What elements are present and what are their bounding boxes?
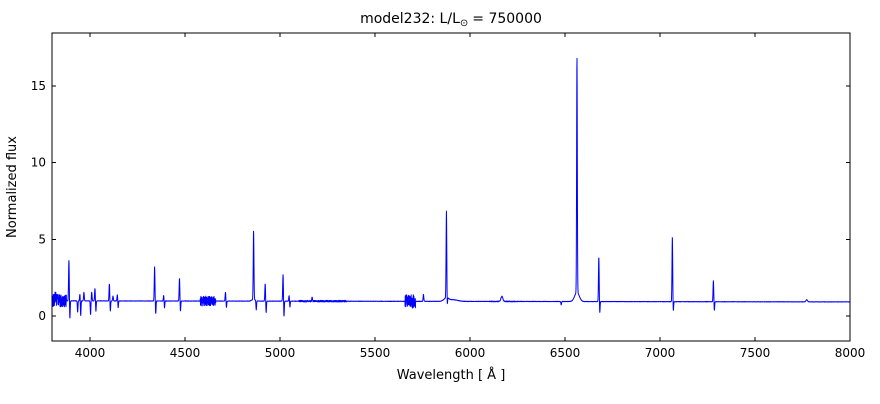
y-tick-label: 15	[31, 79, 46, 93]
x-tick-label: 6500	[550, 346, 581, 360]
y-tick-label: 10	[31, 156, 46, 170]
x-tick-label: 5000	[265, 346, 296, 360]
y-tick-label: 0	[38, 309, 46, 323]
x-tick-label: 7500	[740, 346, 771, 360]
x-tick-label: 4000	[75, 346, 106, 360]
y-tick-label: 5	[38, 232, 46, 246]
y-axis-label: Normalized flux	[5, 136, 20, 238]
x-axis-label: Wavelength [ Å ]	[397, 367, 506, 383]
x-tick-label: 7000	[645, 346, 676, 360]
spectrum-line	[51, 57, 851, 319]
chart-title: model232: L/L⊙ = 750000	[360, 11, 542, 29]
x-tick-label: 8000	[835, 346, 866, 360]
plot-frame	[51, 32, 851, 342]
axes-ticks: 4000 4500 5000 5500 6000 6500 7000 7500 8000 0 5 10…	[31, 33, 866, 360]
chart-title-prefix: model232: L/L	[360, 11, 460, 27]
x-tick-label: 6000	[455, 346, 486, 360]
x-tick-label: 5500	[360, 346, 391, 360]
sun-symbol-icon: ⊙	[460, 18, 468, 29]
x-tick-label: 4500	[170, 346, 201, 360]
chart-title-suffix: = 750000	[472, 11, 542, 27]
